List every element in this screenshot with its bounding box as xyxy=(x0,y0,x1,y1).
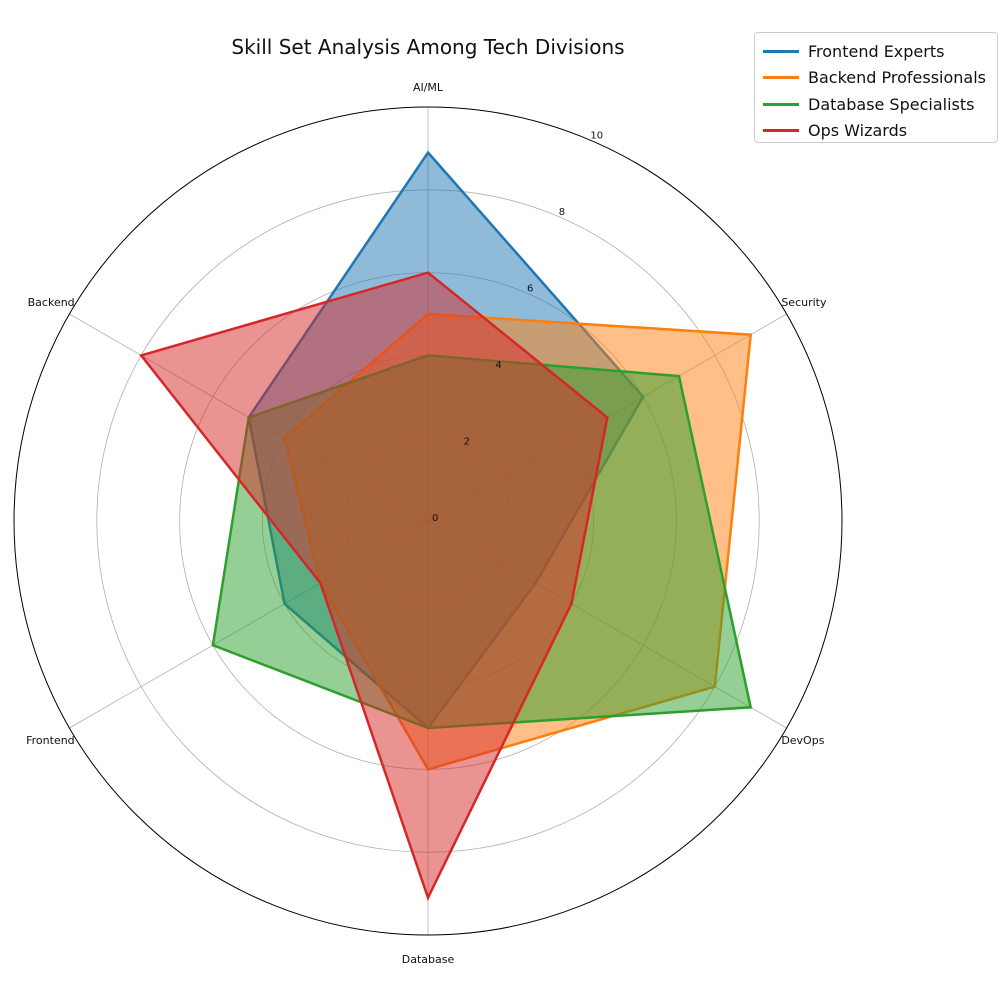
radial-tick-label: 4 xyxy=(495,360,501,371)
chart-title: Skill Set Analysis Among Tech Divisions xyxy=(231,35,624,59)
axis-category-label: DevOps xyxy=(781,734,824,747)
radial-tick-label: 8 xyxy=(559,207,565,218)
axis-category-label: Security xyxy=(781,296,827,309)
legend-swatch xyxy=(763,76,799,80)
axis-category-label: AI/ML xyxy=(413,81,444,94)
radial-tick-label: 6 xyxy=(527,284,533,295)
axis-category-label: Database xyxy=(402,953,455,966)
legend-item-frontend-experts: Frontend Experts xyxy=(763,38,997,65)
legend-label: Ops Wizards xyxy=(808,121,908,141)
series-layer xyxy=(139,150,753,901)
radial-tick-label: 10 xyxy=(590,131,603,142)
legend-item-database-specialists: Database Specialists xyxy=(763,91,997,118)
legend-label: Backend Professionals xyxy=(808,68,986,88)
legend: Frontend Experts Backend Professionals D… xyxy=(754,32,998,143)
legend-swatch xyxy=(763,129,799,133)
legend-swatch xyxy=(763,49,799,53)
axis-category-label: Backend xyxy=(28,296,75,309)
axis-category-label: Frontend xyxy=(26,734,75,747)
legend-item-backend-professionals: Backend Professionals xyxy=(763,65,997,92)
radial-tick-label: 0 xyxy=(432,513,438,524)
legend-label: Database Specialists xyxy=(808,94,975,114)
label-layer: 0 2 4 6 8 10 AI/ML Security DevOps Database Fronte… xyxy=(26,81,827,966)
legend-swatch xyxy=(763,102,799,106)
radial-tick-label: 2 xyxy=(464,437,470,448)
series-area-ops-wizards xyxy=(141,272,608,898)
legend-label: Frontend Experts xyxy=(808,41,945,61)
polar-frame xyxy=(13,106,843,936)
legend-item-ops-wizards: Ops Wizards xyxy=(763,118,997,145)
series-line-ops-wizards xyxy=(139,271,609,901)
